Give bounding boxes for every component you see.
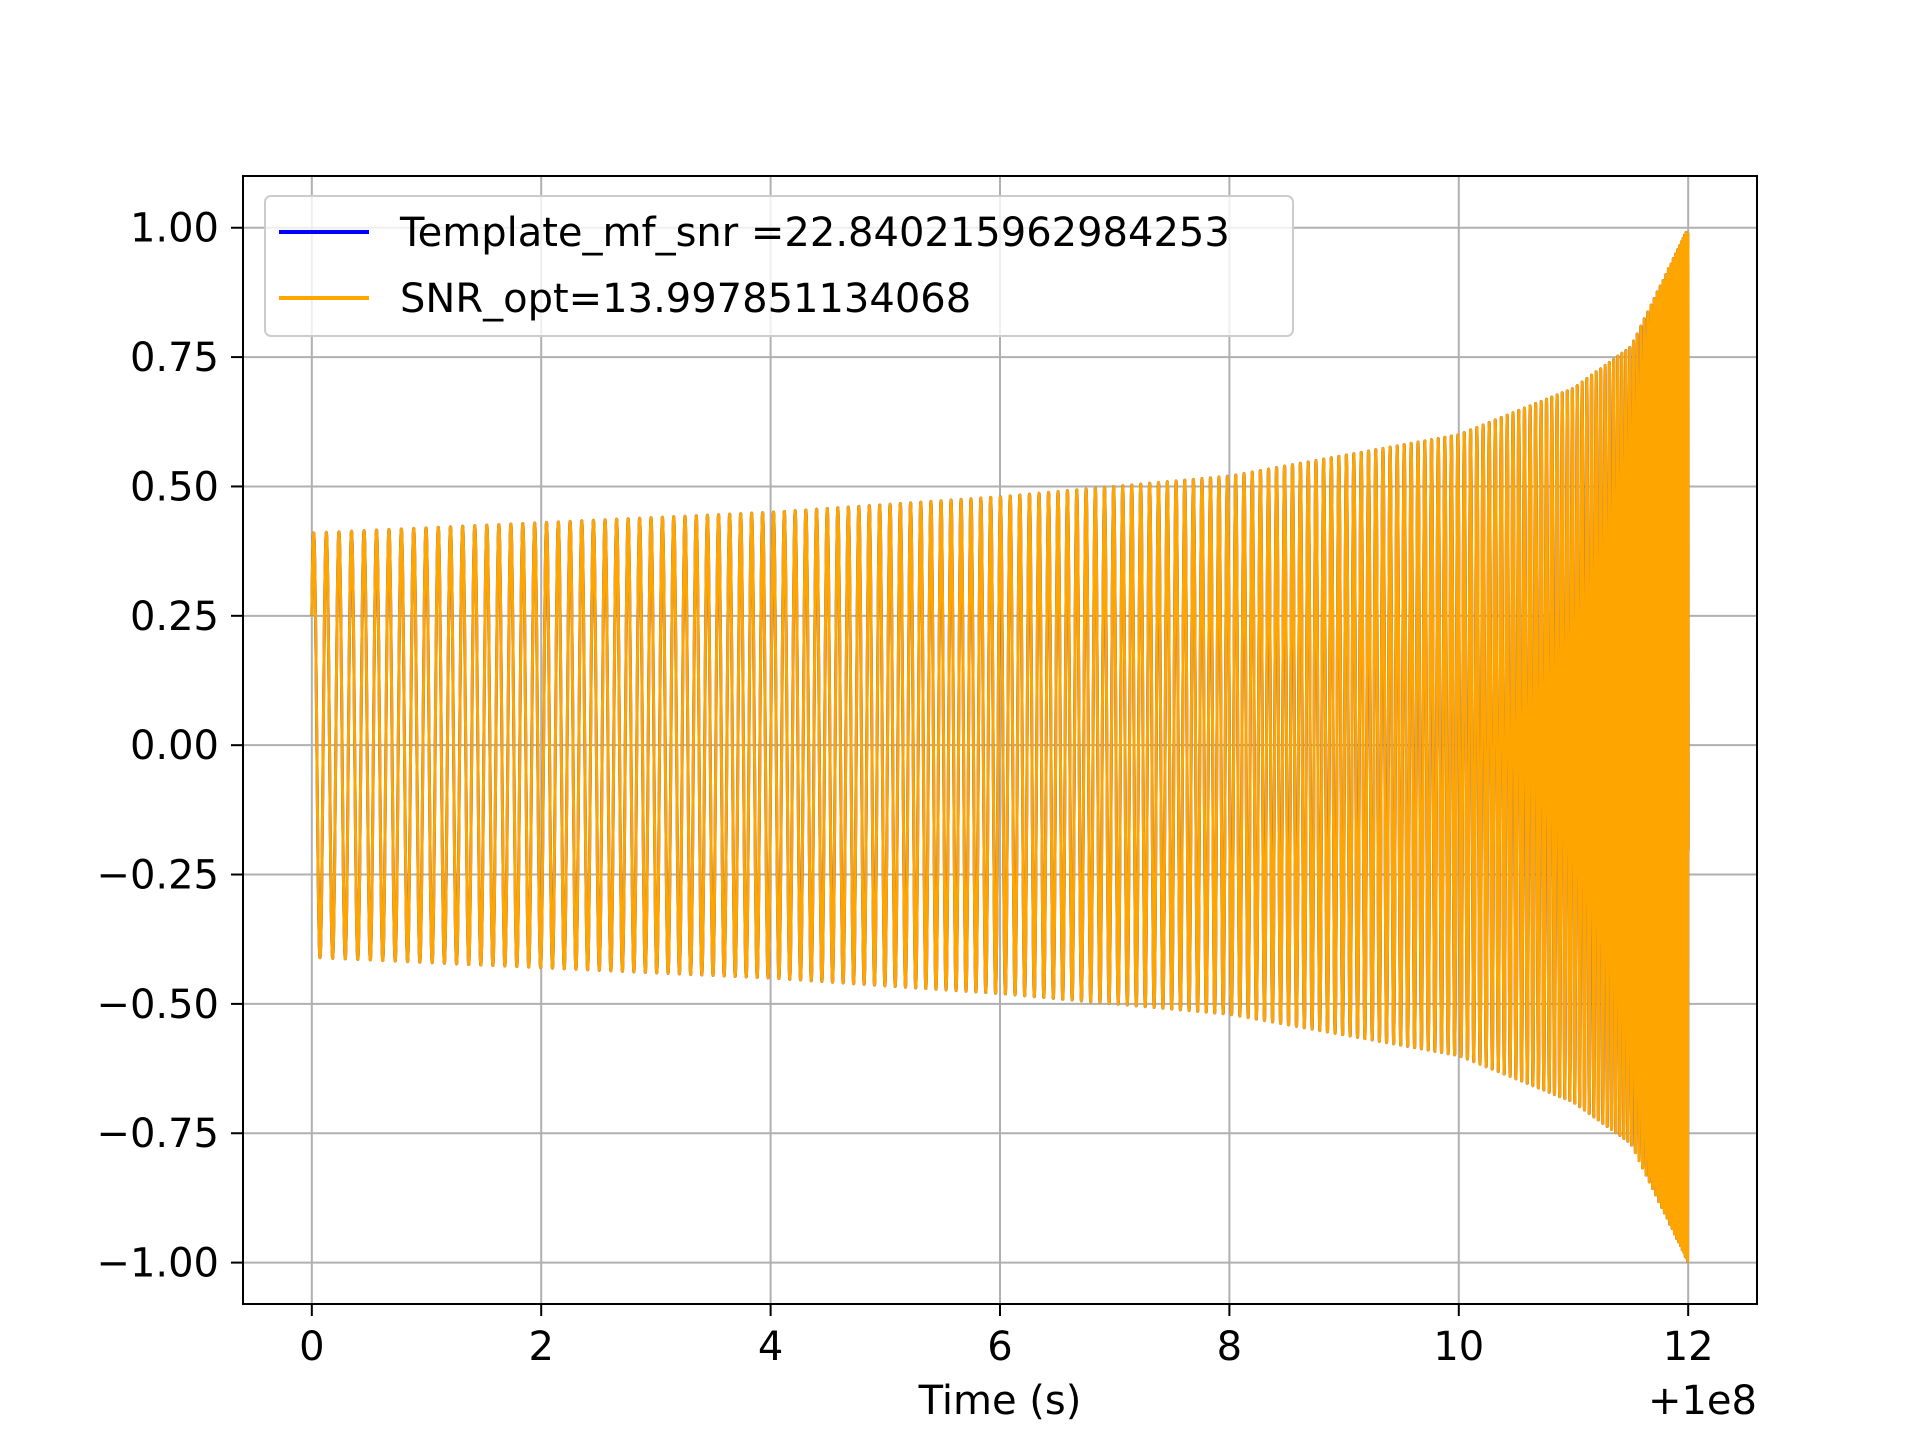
legend-label: Template_mf_snr =22.840215962984253: [399, 210, 1230, 256]
x-tick-label: 12: [1663, 1324, 1714, 1370]
x-axis-ticks: 0 2 4 6 8 10 12: [299, 1304, 1714, 1370]
legend-box: [264, 195, 1294, 337]
legend: Template_mf_snr =22.840215962984253 SNR_o…: [264, 195, 1294, 337]
x-axis-label: Time (s): [918, 1378, 1082, 1424]
x-axis-offset-label: +1e8: [1648, 1378, 1757, 1424]
x-tick-label: 4: [758, 1324, 783, 1370]
series-line-2: [310, 230, 1690, 1263]
x-tick-label: 8: [1217, 1324, 1242, 1370]
y-tick-label: 0.75: [130, 335, 219, 381]
y-tick-label: 0.50: [130, 464, 219, 510]
legend-label: SNR_opt=13.997851134068: [400, 276, 971, 322]
x-tick-label: 2: [528, 1324, 553, 1370]
y-tick-label: −0.75: [96, 1111, 219, 1157]
y-tick-label: 0.25: [130, 594, 219, 640]
y-tick-label: −0.50: [96, 982, 219, 1028]
x-tick-label: 10: [1433, 1324, 1484, 1370]
x-tick-label: 6: [987, 1324, 1012, 1370]
y-tick-label: −1.00: [96, 1241, 219, 1287]
x-tick-label: 0: [299, 1324, 324, 1370]
y-axis-ticks: 1.00 0.75 0.50 0.25 0.00 −0.25 −0.50 −0.75 −1.00: [96, 206, 243, 1287]
y-tick-label: 0.00: [130, 723, 219, 769]
y-tick-label: −0.25: [96, 853, 219, 899]
y-tick-label: 1.00: [130, 206, 219, 252]
series-layer: [310, 230, 1690, 1263]
